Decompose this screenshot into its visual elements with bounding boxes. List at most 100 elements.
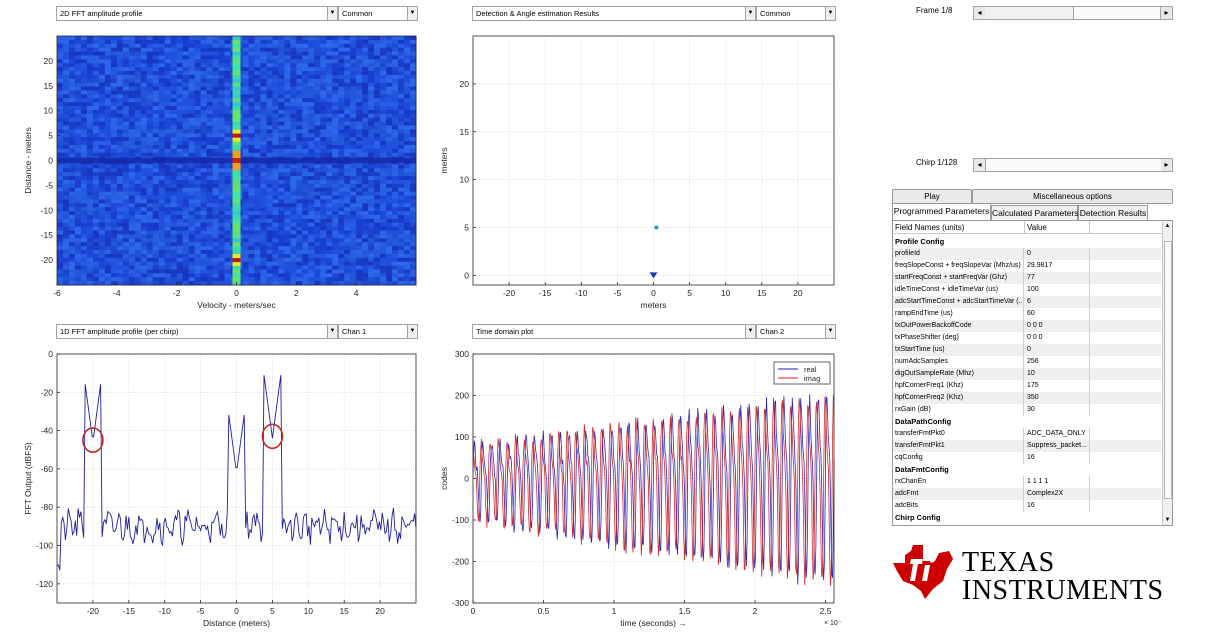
column-header-name[interactable]: Field Names (units)	[893, 221, 1025, 234]
table-row[interactable]: adcFmt Complex2X	[893, 488, 1161, 500]
field-value[interactable]: 0 0 0	[1027, 322, 1043, 329]
heatmap-cell	[302, 249, 309, 255]
heatmap-cell	[152, 222, 160, 228]
table-section-row[interactable]: DataPathConfig	[893, 416, 1161, 428]
table-row[interactable]: hpfCornerFreq1 (Khz) 175	[893, 380, 1161, 392]
field-value[interactable]: Suppress_packet...	[1027, 442, 1087, 449]
heatmap-cell	[188, 86, 196, 91]
field-value[interactable]: 1 1 1 1	[1027, 478, 1049, 485]
heatmap-cell	[194, 67, 202, 72]
field-value[interactable]: 175	[1027, 382, 1039, 389]
tab-programmed-parameters[interactable]: Programmed Parameters	[892, 203, 991, 220]
heatmap-cell	[62, 214, 70, 220]
field-value[interactable]: 100	[1027, 286, 1039, 293]
chirp-slider-thumb[interactable]	[985, 159, 1162, 171]
field-name: idleTimeConst + idleTimeVar (us)	[895, 286, 999, 293]
table-row[interactable]: rampEndTime (us) 60	[893, 308, 1161, 320]
option-select-top-mid[interactable]: Common ▼	[756, 6, 836, 21]
arrow-right-icon[interactable]: ▸	[1161, 7, 1172, 19]
field-value[interactable]: 350	[1027, 394, 1039, 401]
table-row[interactable]: idleTimeConst + idleTimeVar (us) 100	[893, 284, 1161, 296]
option-select-bottom-left[interactable]: Chan 1 ▼	[338, 324, 418, 339]
chevron-down-icon[interactable]: ▼	[825, 325, 835, 338]
field-value[interactable]: 6	[1027, 298, 1031, 305]
arrow-right-icon[interactable]: ▸	[1161, 159, 1172, 171]
misc-options-button[interactable]: Miscellaneous options	[972, 189, 1173, 204]
field-value[interactable]: 16	[1027, 502, 1035, 509]
table-section-row[interactable]: DataFmtConfig	[893, 464, 1161, 476]
play-button[interactable]: Play	[892, 189, 972, 204]
heatmap-cell	[332, 234, 339, 239]
table-row[interactable]: txPhaseShifter (deg) 0 0 0	[893, 332, 1161, 344]
field-value[interactable]: 256	[1027, 358, 1039, 365]
table-row[interactable]: rxGain (dB) 30	[893, 404, 1161, 416]
chirp-slider[interactable]: ◂ ▸	[973, 158, 1173, 172]
field-value[interactable]: 10	[1027, 370, 1035, 377]
heatmap-cell	[68, 226, 76, 232]
field-value[interactable]: 77	[1027, 274, 1035, 281]
heatmap-cell	[176, 117, 184, 123]
option-select-bottom-mid[interactable]: Chan 2 ▼	[756, 324, 836, 339]
chevron-down-icon[interactable]: ▼	[407, 325, 417, 338]
column-header-value[interactable]: Value	[1025, 221, 1090, 234]
chevron-down-icon[interactable]: ▼	[825, 7, 835, 20]
arrow-up-icon[interactable]: ▲	[1164, 223, 1171, 229]
heatmap-cell	[338, 203, 345, 208]
field-value[interactable]: 16	[1027, 454, 1035, 461]
field-value[interactable]: 60	[1027, 310, 1035, 317]
heatmap-cell	[314, 238, 321, 243]
table-row[interactable]: numAdcSamples 256	[893, 356, 1161, 368]
table-row[interactable]: adcBits 16	[893, 500, 1161, 512]
table-row[interactable]: transferFmtPkt1 Suppress_packet...	[893, 440, 1161, 452]
heatmap-cell	[338, 43, 345, 49]
field-value[interactable]: ADC_DATA_ONLY	[1027, 430, 1086, 437]
field-value[interactable]: 0 0 0	[1027, 334, 1043, 341]
table-scrollbar[interactable]: ▲ ▼	[1162, 221, 1172, 525]
arrow-left-icon[interactable]: ◂	[974, 7, 985, 19]
table-row[interactable]: rxChanEn 1 1 1 1	[893, 476, 1161, 488]
plot-select-bottom-left[interactable]: 1D FFT amplitude profile (per chirp) ▼	[56, 324, 338, 339]
table-section-row[interactable]: Chirp Config	[893, 512, 1161, 524]
heatmap-cell	[380, 106, 387, 111]
table-row[interactable]: digOutSampleRate (Mhz) 10	[893, 368, 1161, 380]
table-scrollbar-thumb[interactable]	[1164, 241, 1172, 499]
table-row[interactable]: cqConfig 16	[893, 452, 1161, 464]
heatmap-cell	[410, 82, 417, 88]
chevron-down-icon[interactable]: ▼	[407, 7, 417, 20]
table-row[interactable]: hpfCornerFreq2 (Khz) 350	[893, 392, 1161, 404]
frame-slider[interactable]: ◂ ▸	[973, 6, 1173, 20]
plot-select-bottom-mid[interactable]: Time domain plot ▼	[472, 324, 756, 339]
plot-select-top-left[interactable]: 2D FFT amplitude profile ▼	[56, 6, 338, 21]
field-value[interactable]: 29.9817	[1027, 262, 1053, 269]
arrow-left-icon[interactable]: ◂	[974, 159, 985, 171]
chevron-down-icon[interactable]: ▼	[745, 325, 755, 338]
table-row[interactable]: adcStartTimeConst + adcStartTimeVar (...…	[893, 296, 1161, 308]
table-row[interactable]: txOutPowerBackoffCode 0 0 0	[893, 320, 1161, 332]
option-select-top-left[interactable]: Common ▼	[338, 6, 418, 21]
tab-detection-results[interactable]: Detection Results	[1078, 205, 1148, 220]
field-value[interactable]: Complex2X	[1027, 490, 1064, 497]
table-row[interactable]: profileId 0	[893, 248, 1161, 260]
field-value[interactable]: 0	[1027, 346, 1031, 353]
chevron-down-icon[interactable]: ▼	[327, 325, 337, 338]
table-row[interactable]: freqSlopeConst + freqSlopeVar (Mhz/us) 29…	[893, 260, 1161, 272]
chevron-down-icon[interactable]: ▼	[745, 7, 755, 20]
heatmap-cell	[104, 82, 112, 88]
field-value[interactable]: 0	[1027, 250, 1031, 257]
tab-calculated-parameters[interactable]: Calculated Parameters	[991, 205, 1078, 220]
field-value[interactable]: 30	[1027, 406, 1035, 413]
table-row[interactable]: txStartTime (us) 0	[893, 344, 1161, 356]
plot-select-top-mid[interactable]: Detection & Angle estimation Results ▼	[472, 6, 756, 21]
table-row[interactable]: transferFmtPkt0 ADC_DATA_ONLY	[893, 428, 1161, 440]
frame-slider-thumb[interactable]	[1073, 7, 1161, 19]
heatmap-cell	[98, 253, 106, 259]
chevron-down-icon[interactable]: ▼	[327, 7, 337, 20]
heatmap-cell	[122, 129, 130, 134]
table-section-row[interactable]: Profile Config	[893, 236, 1161, 248]
range-profile-plot[interactable]: -20 -15 -10 -5 0 5 10 15 20-120-100-80-60-40-200…	[0, 344, 430, 634]
arrow-down-icon[interactable]: ▼	[1164, 517, 1171, 523]
table-row[interactable]: startFreqConst + startFreqVar (Ghz) 77	[893, 272, 1161, 284]
